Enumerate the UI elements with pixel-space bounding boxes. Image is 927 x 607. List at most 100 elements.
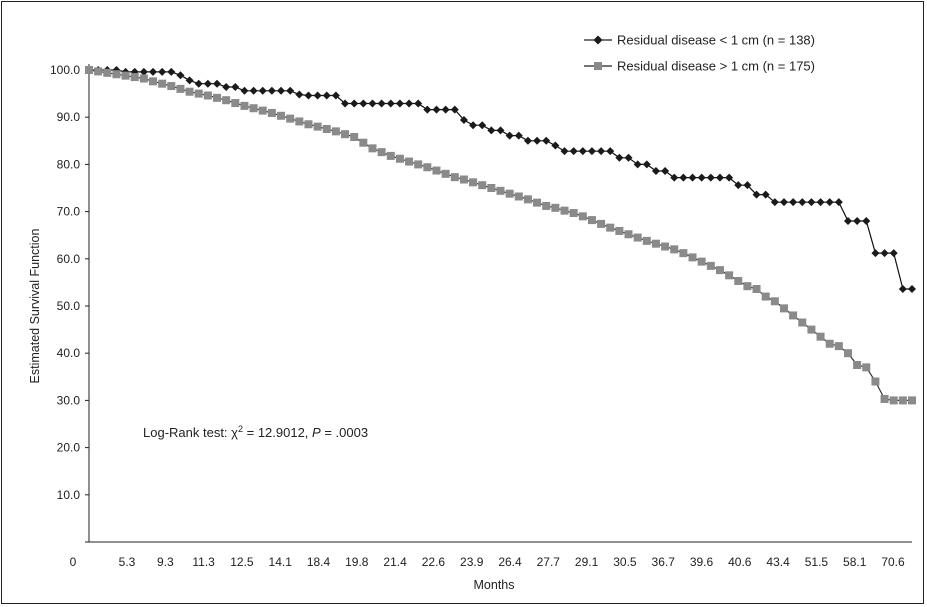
data-point [222,96,231,105]
data-point [569,209,578,218]
data-point [597,219,606,228]
x-tick-label: 19.8 [345,555,369,569]
data-point [295,90,304,99]
y-ticks: 10.0 20.0 30.0 40.0 50.0 60.0 70.0 80.0 90.0 100.… [50,63,89,543]
x-axis-title: Months [474,578,515,592]
y-axis-title: Estimated Survival Function [28,228,42,383]
data-point [185,87,194,96]
x-tick-label: 29.1 [575,555,599,569]
x-tick-label: 22.6 [422,555,446,569]
data-point [743,181,752,190]
data-point [606,223,615,232]
data-point [807,198,816,207]
legend: Residual disease < 1 cm (n = 138) Residua… [584,33,815,74]
data-point [542,136,551,145]
x-tick-label: 27.7 [537,555,561,569]
data-point [706,261,715,270]
data-point [770,198,779,207]
annotation-p-label: P [312,425,321,440]
axes [88,64,912,543]
data-point [615,226,624,235]
data-point [715,266,724,275]
y-tick-label: 10.0 [57,488,81,502]
x-tick-label: 14.1 [269,555,293,569]
data-point [149,67,158,76]
x-tick-label: 43.4 [766,555,790,569]
data-point [414,160,423,169]
data-point [551,203,560,212]
data-point [258,106,267,115]
data-point [395,154,404,163]
annotation-chi: χ [231,425,238,440]
data-point [139,74,148,83]
data-point [103,68,112,77]
data-point [414,99,423,108]
data-point [843,349,852,358]
data-point [523,195,532,204]
data-point [203,91,212,100]
data-point [469,178,478,187]
data-point [853,217,862,226]
data-point [322,91,331,100]
x-tick-label: 18.4 [307,555,331,569]
x-tick-label: 5.3 [119,555,136,569]
data-point [661,242,670,251]
data-point [459,116,468,125]
y-tick-label: 20.0 [57,441,81,455]
x-origin-label: 0 [70,555,77,569]
legend-item: Residual disease > 1 cm (n = 175) [584,59,815,74]
data-point [770,297,779,306]
x-tick-label: 36.7 [652,555,676,569]
x-tick-label: 39.6 [690,555,714,569]
data-point [779,304,788,313]
data-point [423,105,432,114]
data-point [496,126,505,135]
x-tick-label: 9.3 [157,555,174,569]
data-point [222,82,231,91]
data-point [816,332,825,341]
data-point [85,66,93,74]
data-point [322,125,331,133]
data-point [277,111,286,120]
data-point [514,131,523,140]
data-point [377,99,386,108]
data-point [798,198,807,207]
data-point [359,99,368,108]
y-tick-label: 50.0 [57,299,81,313]
data-point [560,206,569,215]
x-tick-label: 40.6 [728,555,752,569]
y-tick-label: 90.0 [57,110,81,124]
data-point [158,79,167,88]
data-point [688,253,697,262]
data-point [121,71,130,80]
x-tick-label: 51.5 [805,555,829,569]
data-point [240,86,249,95]
y-tick-label: 60.0 [57,252,81,266]
data-point [597,147,606,156]
y-tick-label: 30.0 [57,393,81,407]
data-point [395,99,404,108]
data-point [277,86,286,95]
data-point [761,292,770,301]
data-point [213,79,222,88]
legend-item: Residual disease < 1 cm (n = 138) [584,33,815,48]
data-point [341,99,350,108]
data-point [679,173,688,182]
series-diamond [85,66,916,294]
data-point [862,217,871,226]
data-point [578,147,587,156]
data-point [514,192,523,201]
series-line [89,69,912,290]
data-point [670,173,679,182]
data-point [615,153,624,162]
data-point [825,339,834,348]
data-point [587,216,596,225]
data-point [158,67,167,76]
annotation-superscript: 2 [238,424,243,434]
x-tick-label: 21.4 [383,555,407,569]
data-point [834,342,843,351]
x-tick-label: 12.5 [230,555,254,569]
data-point [807,325,816,334]
data-point [661,167,670,176]
